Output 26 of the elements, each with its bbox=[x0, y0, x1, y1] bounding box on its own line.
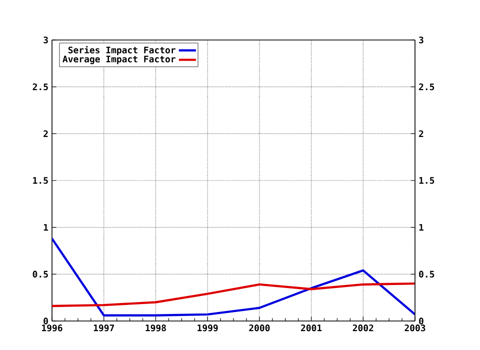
x-tick-label: 1999 bbox=[198, 324, 218, 332]
y-tick-label: 0 bbox=[44, 318, 48, 324]
y2-tick-label: 0.5 bbox=[419, 270, 434, 278]
y-tick-label: 3 bbox=[44, 36, 48, 44]
y-tick-label: 2.5 bbox=[32, 83, 48, 90]
x-tick-label: 1998 bbox=[146, 324, 166, 332]
x-tick-label: 1996 bbox=[42, 324, 62, 332]
y2-tick-label: 2.5 bbox=[419, 83, 434, 90]
y2-tick-label: 0 bbox=[419, 318, 424, 324]
y2-tick-label: 1.5 bbox=[419, 177, 434, 184]
legend-label: Series Impact Factor bbox=[68, 46, 176, 56]
legend-label: Average Impact Factor bbox=[62, 56, 176, 64]
y2-tick-label: 3 bbox=[419, 36, 424, 44]
x-tick-label: 2002 bbox=[352, 324, 374, 332]
line-series bbox=[52, 237, 415, 316]
x-tick-label: 2003 bbox=[404, 324, 426, 332]
x-tick-label: 2001 bbox=[300, 324, 322, 332]
x-tick-label: 1997 bbox=[94, 324, 114, 332]
y-tick-label: 0.5 bbox=[32, 270, 48, 278]
y-tick-label: 1.5 bbox=[33, 177, 48, 184]
y2-tick-label: 2 bbox=[419, 130, 424, 137]
y2-tick-label: 1 bbox=[419, 224, 424, 231]
line-series bbox=[52, 282, 415, 308]
y-tick-label: 1 bbox=[44, 224, 48, 231]
x-tick-label: 2000 bbox=[249, 324, 270, 332]
y-tick-label: 2 bbox=[44, 130, 48, 137]
